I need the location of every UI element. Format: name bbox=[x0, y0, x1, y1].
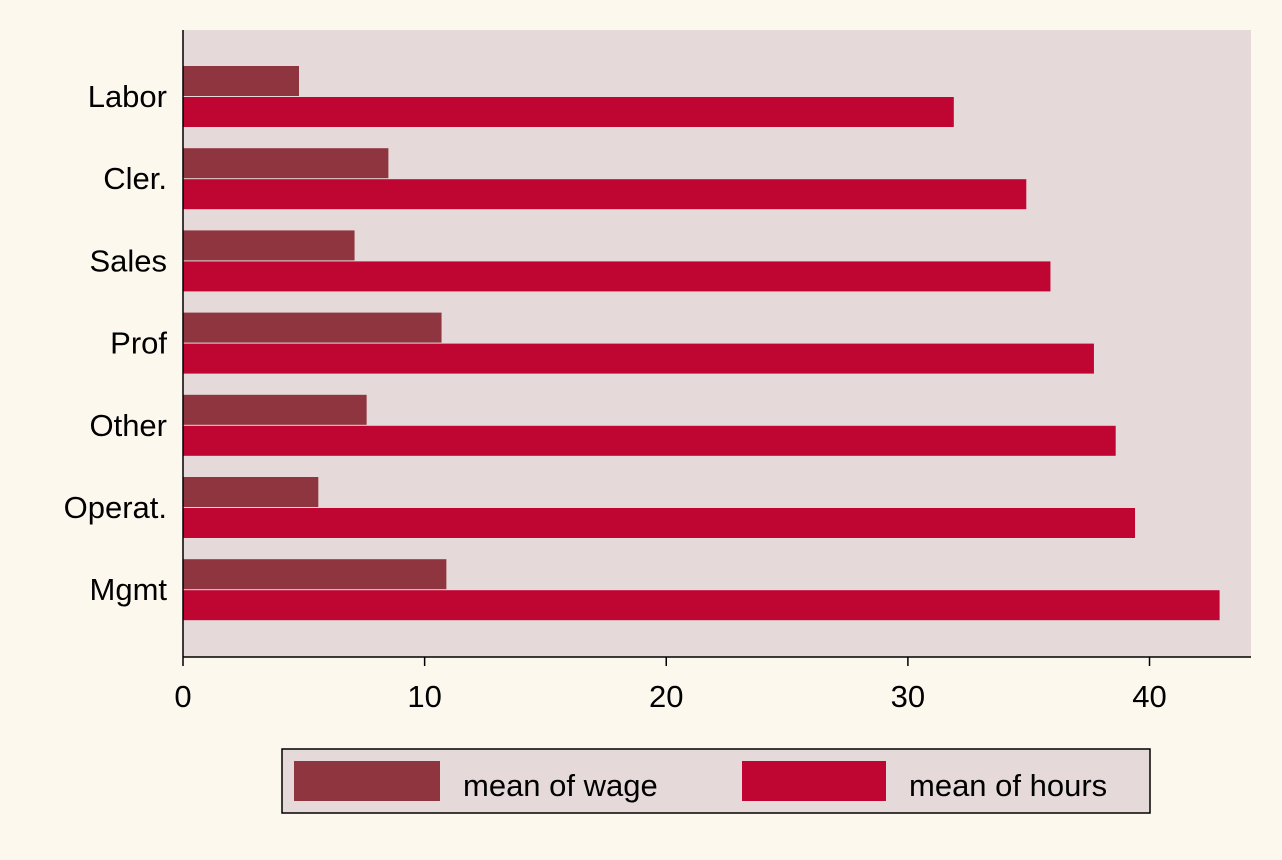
bar-hours-cler bbox=[183, 179, 1027, 210]
y-tick-labels: Labor Cler. Sales Prof Other Operat. Mgmt bbox=[64, 79, 168, 607]
axes-group bbox=[182, 30, 1251, 658]
y-tick-label: Other bbox=[89, 408, 167, 443]
x-tick-label: 0 bbox=[174, 679, 191, 714]
y-tick-label: Operat. bbox=[64, 490, 167, 525]
legend-label-hours: mean of hours bbox=[909, 768, 1107, 803]
bar-hours-sales bbox=[183, 261, 1051, 292]
bar-wage-mgmt bbox=[183, 559, 447, 590]
bar-hours-other bbox=[183, 425, 1116, 456]
x-tick-label: 30 bbox=[891, 679, 925, 714]
y-tick-label: Prof bbox=[110, 326, 167, 361]
legend-swatch-hours bbox=[742, 761, 886, 801]
bar-wage-prof bbox=[183, 312, 442, 343]
legend-label-wage: mean of wage bbox=[463, 768, 658, 803]
x-tick-label: 20 bbox=[649, 679, 683, 714]
legend-swatch-wage bbox=[294, 761, 440, 801]
y-tick-label: Mgmt bbox=[90, 572, 168, 607]
y-tick-label: Labor bbox=[88, 79, 167, 114]
bar-wage-other bbox=[183, 394, 367, 425]
bars-group bbox=[183, 66, 1220, 621]
bar-hours-labor bbox=[183, 97, 954, 127]
bar-wage-sales bbox=[183, 230, 355, 261]
y-tick-label: Sales bbox=[89, 243, 167, 278]
x-ticks: 0 10 20 30 40 bbox=[174, 657, 1167, 714]
bar-hours-mgmt bbox=[183, 590, 1220, 621]
bar-hours-prof bbox=[183, 343, 1094, 374]
bar-wage-operat bbox=[183, 477, 319, 507]
bar-wage-labor bbox=[183, 66, 299, 96]
bar-wage-cler bbox=[183, 148, 389, 179]
x-tick-label: 40 bbox=[1132, 679, 1166, 714]
plot-area bbox=[183, 30, 1251, 657]
bar-hours-operat bbox=[183, 508, 1136, 538]
y-tick-label: Cler. bbox=[103, 161, 167, 196]
legend: mean of wage mean of hours bbox=[281, 748, 1151, 814]
x-tick-label: 10 bbox=[407, 679, 441, 714]
